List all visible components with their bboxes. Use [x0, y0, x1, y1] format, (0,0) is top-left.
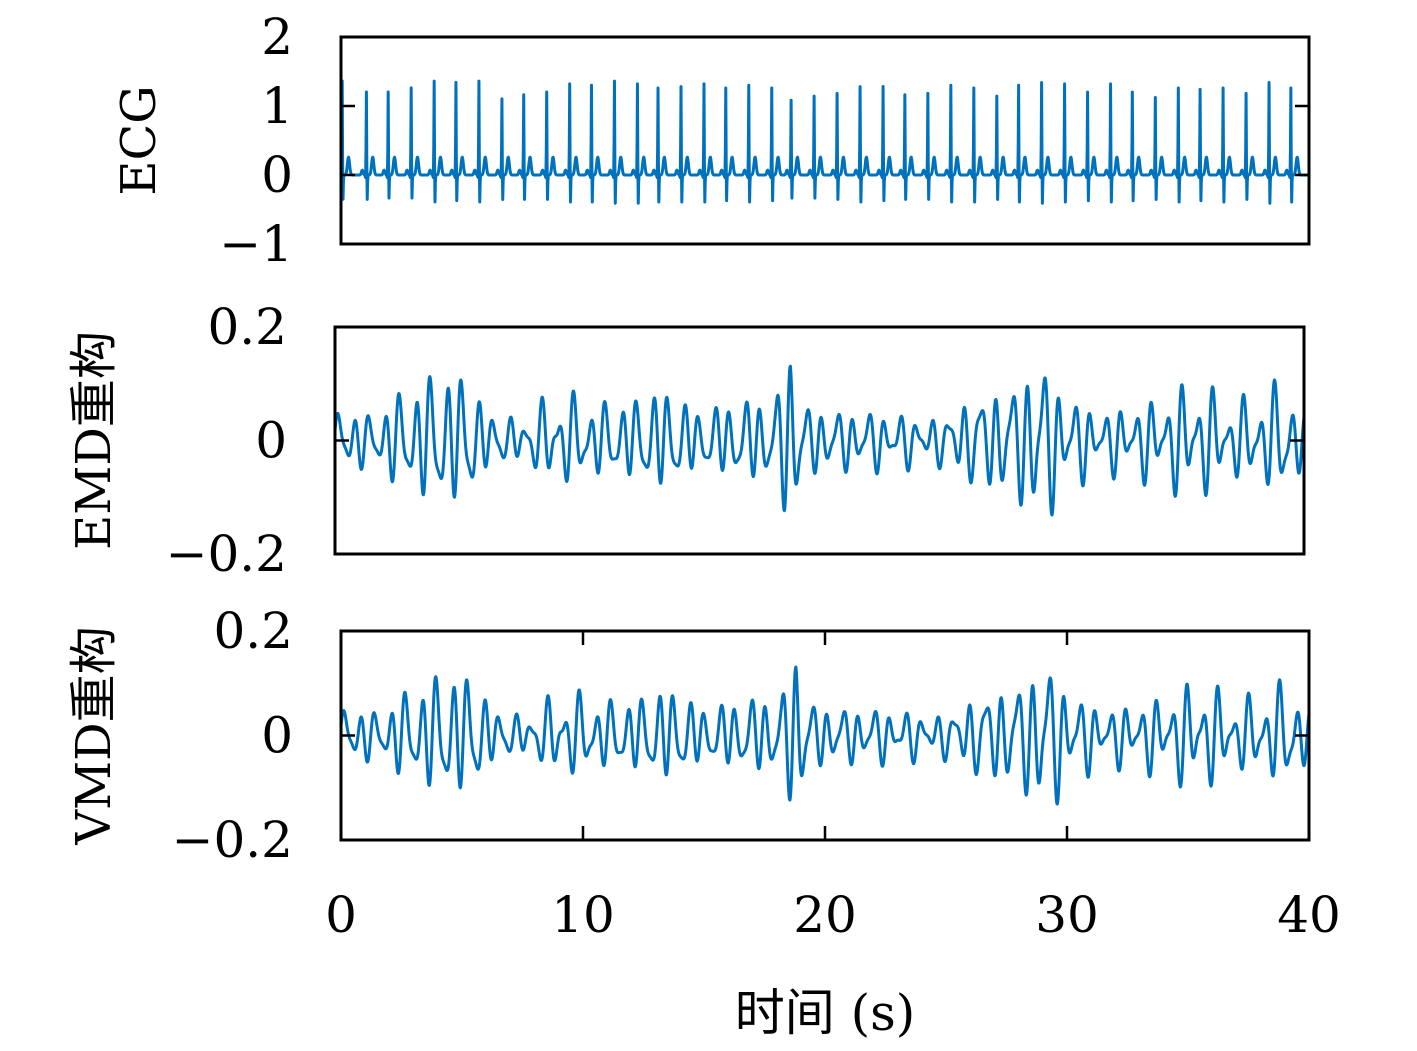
x-axis-label: 时间 (s) [735, 984, 916, 1042]
x-tick-label: 10 [551, 886, 615, 944]
emd-y-tick-label: 0 [255, 412, 287, 470]
x-tick-label: 40 [1277, 886, 1341, 944]
vmd-series-line [341, 665, 1309, 806]
ecg-series-line [341, 79, 1309, 205]
vmd-y-tick-label: 0 [261, 707, 293, 765]
ecg-y-tick-label: 1 [261, 77, 293, 135]
ecg-axes-frame [339, 35, 1311, 246]
x-tick-label: 20 [793, 886, 857, 944]
emd-y-axis-label: EMD重构 [66, 331, 122, 550]
emd-series-line [335, 364, 1304, 517]
emd-y-tick-label: 0.2 [207, 298, 287, 356]
vmd-y-tick-label: −0.2 [172, 811, 293, 869]
vmd-y-tick-label: 0.2 [213, 602, 293, 660]
ecg-panel: −1 0 1 2 ECG [111, 8, 1311, 273]
ecg-y-axis-label: ECG [111, 85, 167, 195]
vmd-y-axis-label: VMD重构 [66, 626, 122, 845]
ecg-y-tick-label: −1 [219, 215, 293, 273]
x-tick-label: 30 [1035, 886, 1099, 944]
vmd-panel: −0.2 0 0.2 VMD重构 [66, 602, 1311, 869]
x-tick-label: 0 [325, 886, 357, 944]
x-axis-ticks: 0 10 20 30 40 [325, 886, 1341, 944]
ecg-y-tick-label: 0 [261, 146, 293, 204]
emd-y-tick-label: −0.2 [166, 525, 287, 583]
ecg-y-tick-label: 2 [261, 8, 293, 66]
emd-panel: −0.2 0 0.2 EMD重构 [66, 298, 1306, 583]
